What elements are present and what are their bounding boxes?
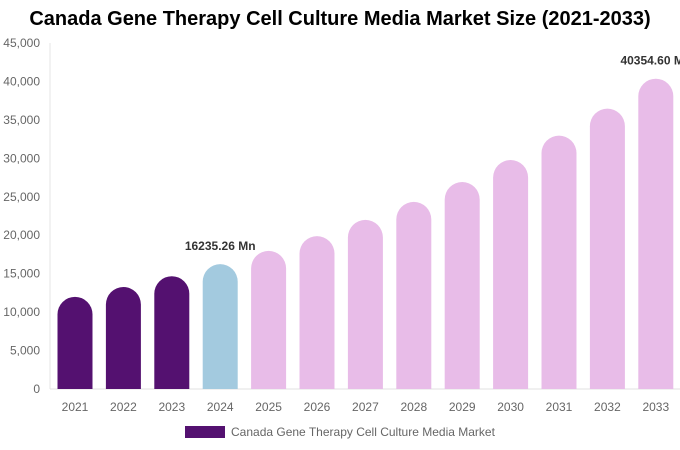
bar-2031: [541, 135, 577, 389]
bar-2024: [202, 264, 238, 389]
chart-title: Canada Gene Therapy Cell Culture Media M…: [29, 8, 651, 30]
legend-label: Canada Gene Therapy Cell Culture Media M…: [231, 425, 495, 439]
bar-2027: [347, 219, 383, 389]
y-tick-label: 40,000: [3, 74, 40, 88]
x-tick-label: 2028: [400, 400, 427, 414]
legend: Canada Gene Therapy Cell Culture Media M…: [185, 425, 495, 439]
x-tick-label: 2032: [594, 400, 621, 414]
bar-2021: [57, 296, 93, 389]
bar-2028: [396, 201, 432, 389]
bar-2022: [105, 287, 141, 389]
x-tick-label: 2026: [304, 400, 331, 414]
y-tick-label: 35,000: [3, 113, 40, 127]
bar-2029: [444, 182, 480, 389]
x-tick-label: 2030: [497, 400, 524, 414]
x-tick-label: 2024: [207, 400, 234, 414]
x-tick-label: 2031: [546, 400, 573, 414]
x-tick-label: 2022: [110, 400, 137, 414]
y-tick-label: 30,000: [3, 151, 40, 165]
y-tick-label: 25,000: [3, 190, 40, 204]
data-label: 16235.26 Mn: [185, 239, 256, 253]
x-tick-label: 2023: [158, 400, 185, 414]
x-tick-label: 2027: [352, 400, 379, 414]
y-tick-label: 20,000: [3, 228, 40, 242]
bar-2033: [638, 78, 674, 390]
y-tick-label: 45,000: [3, 36, 40, 50]
data-label: 40354.60 Mn: [620, 54, 680, 68]
y-tick-label: 10,000: [3, 305, 40, 319]
bar-2026: [299, 236, 335, 389]
legend-swatch: [185, 426, 225, 438]
x-tick-label: 2029: [449, 400, 476, 414]
x-tick-label: 2033: [642, 400, 669, 414]
x-tick-label: 2025: [255, 400, 282, 414]
y-tick-label: 0: [33, 382, 40, 396]
y-tick-label: 5,000: [10, 344, 40, 358]
bar-2023: [154, 276, 190, 389]
bar-2025: [251, 250, 287, 389]
bar-2032: [589, 108, 625, 389]
bar-2030: [493, 160, 529, 389]
y-tick-label: 15,000: [3, 267, 40, 281]
x-tick-label: 2021: [62, 400, 89, 414]
